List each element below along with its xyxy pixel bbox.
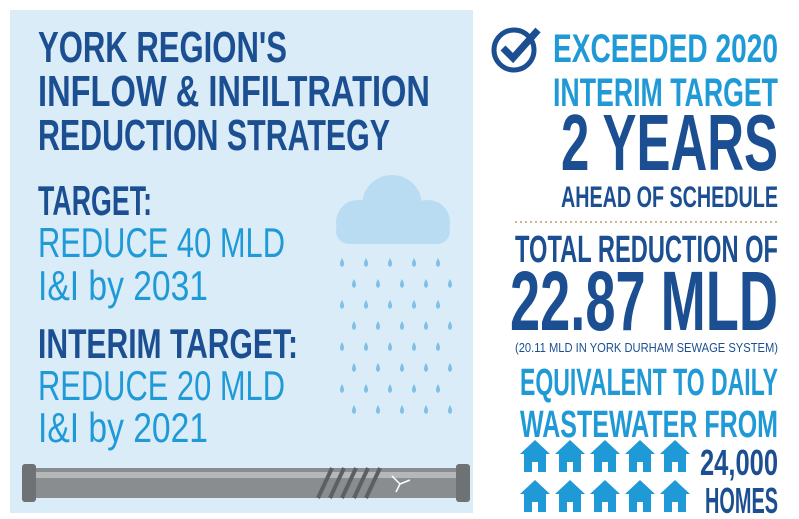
homes-label: HOMES xyxy=(705,480,778,519)
title-line: YORK REGION'S xyxy=(38,23,287,72)
check-icon xyxy=(494,30,538,70)
house-icon xyxy=(590,480,620,512)
big-text: 2 YEARS xyxy=(561,98,778,187)
note: (20.11 MLD IN YORK DURHAM SEWAGE SYSTEM) xyxy=(515,340,778,355)
homes-count: 24,000 xyxy=(700,442,778,483)
target-label: TARGET: xyxy=(38,177,152,224)
interim-text: REDUCE 20 MLD xyxy=(38,362,285,409)
house-icon xyxy=(660,480,690,512)
infographic: YORK REGION'S INFLOW & INFILTRATION REDU… xyxy=(0,0,799,519)
total-value: 22.87 MLD xyxy=(510,254,778,348)
house-icon xyxy=(555,480,585,512)
interim-text: I&I by 2021 xyxy=(38,404,208,451)
headline: EXCEEDED 2020 xyxy=(553,27,778,71)
target-text: I&I by 2031 xyxy=(38,262,208,309)
title-line: REDUCTION STRATEGY xyxy=(38,111,390,160)
pipe xyxy=(22,464,470,502)
cloud-part xyxy=(336,218,450,244)
equivalent-text: WASTEWATER FROM xyxy=(520,404,778,446)
target-text: REDUCE 40 MLD xyxy=(38,219,285,266)
title-line: INFLOW & INFILTRATION xyxy=(38,67,430,116)
equivalent-text: EQUIVALENT TO DAILY xyxy=(520,362,778,404)
page: YORK REGION'S INFLOW & INFILTRATION REDU… xyxy=(0,0,799,519)
pipe-end xyxy=(456,464,470,502)
house-icon xyxy=(520,480,550,512)
interim-label: INTERIM TARGET: xyxy=(38,320,298,367)
house-icon xyxy=(625,480,655,512)
pipe-end xyxy=(22,464,36,502)
pipe-highlight xyxy=(26,472,466,478)
sub-text: AHEAD OF SCHEDULE xyxy=(561,181,778,214)
